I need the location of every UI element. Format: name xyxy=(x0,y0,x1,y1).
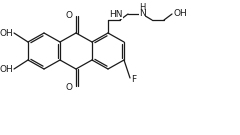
Text: O: O xyxy=(66,11,73,19)
Text: OH: OH xyxy=(0,65,13,73)
Text: HN: HN xyxy=(109,10,122,19)
Text: H: H xyxy=(139,3,145,11)
Text: OH: OH xyxy=(0,28,13,38)
Text: O: O xyxy=(66,82,73,92)
Text: F: F xyxy=(131,75,136,85)
Text: N: N xyxy=(139,9,145,18)
Text: OH: OH xyxy=(173,9,187,18)
